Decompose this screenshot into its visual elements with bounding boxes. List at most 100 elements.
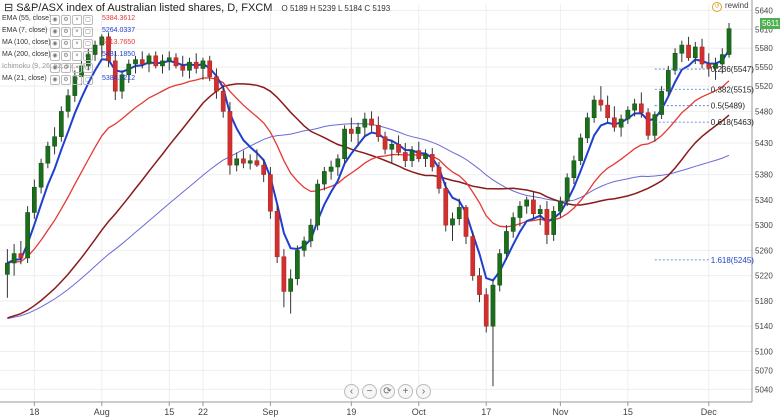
candle-up[interactable] bbox=[295, 250, 300, 280]
candle-up[interactable] bbox=[672, 53, 678, 71]
candle-up[interactable] bbox=[362, 118, 368, 128]
candle-down[interactable] bbox=[429, 154, 435, 168]
candle-up[interactable] bbox=[578, 137, 583, 161]
candle-up[interactable] bbox=[490, 284, 496, 327]
settings-icon[interactable]: ⚙ bbox=[61, 75, 71, 85]
rewind-button[interactable]: ↺ rewind bbox=[712, 1, 749, 12]
candle-up[interactable] bbox=[389, 143, 395, 150]
eye-icon[interactable]: ◉ bbox=[50, 51, 60, 61]
eye-icon[interactable]: ◉ bbox=[50, 63, 60, 73]
scroll-left-button[interactable]: ‹ bbox=[344, 384, 359, 399]
close-icon[interactable]: × bbox=[72, 39, 82, 49]
candle-up[interactable] bbox=[65, 95, 71, 112]
candle-down[interactable] bbox=[382, 136, 388, 150]
candle-up[interactable] bbox=[308, 224, 314, 242]
candle-up[interactable] bbox=[166, 57, 172, 62]
candle-down[interactable] bbox=[18, 253, 24, 259]
candle-up[interactable] bbox=[719, 54, 725, 65]
candle-down[interactable] bbox=[227, 111, 233, 166]
candle-up[interactable] bbox=[625, 109, 631, 120]
candle-up[interactable] bbox=[234, 158, 240, 166]
candle-up[interactable] bbox=[315, 183, 320, 226]
candle-up[interactable] bbox=[652, 114, 658, 136]
candle-down[interactable] bbox=[612, 117, 617, 128]
candle-up[interactable] bbox=[25, 212, 30, 259]
settings-icon[interactable]: ⚙ bbox=[61, 39, 71, 49]
lock-icon[interactable]: ▢ bbox=[83, 27, 93, 37]
indicator-row[interactable]: EMA (7, close) ◉ ⚙ × ▢ 5264.0337 bbox=[2, 25, 135, 37]
candle-down[interactable] bbox=[639, 103, 644, 113]
candle-down[interactable] bbox=[281, 256, 287, 292]
candle-up[interactable] bbox=[564, 177, 570, 202]
candle-down[interactable] bbox=[220, 90, 226, 112]
candle-up[interactable] bbox=[692, 46, 698, 58]
eye-icon[interactable]: ◉ bbox=[50, 75, 60, 85]
candle-up[interactable] bbox=[679, 44, 685, 54]
candle-up[interactable] bbox=[726, 28, 732, 55]
candle-down[interactable] bbox=[180, 65, 186, 71]
close-icon[interactable]: × bbox=[72, 27, 82, 37]
candle-down[interactable] bbox=[173, 57, 179, 67]
settings-icon[interactable]: ⚙ bbox=[61, 63, 71, 73]
candle-up[interactable] bbox=[301, 240, 307, 251]
reset-button[interactable]: ⟳ bbox=[380, 384, 395, 399]
candle-up[interactable] bbox=[52, 136, 57, 147]
candle-up[interactable] bbox=[537, 209, 543, 214]
settings-icon[interactable]: ⚙ bbox=[61, 51, 71, 61]
candle-up[interactable] bbox=[335, 158, 341, 168]
candle-down[interactable] bbox=[470, 236, 476, 276]
eye-icon[interactable]: ◉ bbox=[50, 39, 60, 49]
candle-up[interactable] bbox=[456, 207, 462, 220]
candle-up[interactable] bbox=[618, 118, 624, 128]
candle-up[interactable] bbox=[5, 262, 10, 275]
eye-icon[interactable]: ◉ bbox=[50, 15, 60, 25]
candle-up[interactable] bbox=[126, 63, 132, 76]
candle-up[interactable] bbox=[510, 217, 516, 232]
lock-icon[interactable]: ▢ bbox=[83, 75, 93, 85]
candle-up[interactable] bbox=[551, 210, 557, 235]
candle-down[interactable] bbox=[112, 60, 118, 92]
candle-down[interactable] bbox=[369, 118, 374, 126]
candle-down[interactable] bbox=[477, 275, 482, 295]
candle-down[interactable] bbox=[686, 44, 691, 58]
candle-up[interactable] bbox=[517, 205, 523, 218]
lock-icon[interactable]: ▢ bbox=[83, 39, 93, 49]
candle-up[interactable] bbox=[450, 218, 455, 226]
candle-down[interactable] bbox=[544, 209, 550, 235]
lock-icon[interactable]: ▢ bbox=[83, 15, 93, 25]
candle-up[interactable] bbox=[355, 126, 361, 134]
close-icon[interactable]: × bbox=[72, 63, 82, 73]
candle-up[interactable] bbox=[133, 59, 138, 65]
candle-down[interactable] bbox=[261, 164, 266, 175]
candle-up[interactable] bbox=[99, 36, 105, 46]
scroll-right-button[interactable]: › bbox=[416, 384, 431, 399]
candle-down[interactable] bbox=[402, 152, 408, 161]
candle-up[interactable] bbox=[247, 160, 253, 164]
close-icon[interactable]: × bbox=[72, 51, 82, 61]
eye-icon[interactable]: ◉ bbox=[50, 27, 60, 37]
indicator-row[interactable]: MA (200, close) ◉ ⚙ × ▢ 5431.1850 bbox=[2, 49, 135, 61]
candle-up[interactable] bbox=[160, 60, 165, 67]
candle-up[interactable] bbox=[409, 150, 415, 161]
candle-up[interactable] bbox=[571, 160, 577, 178]
candle-up[interactable] bbox=[558, 200, 563, 212]
candle-up[interactable] bbox=[585, 117, 590, 139]
candle-down[interactable] bbox=[645, 112, 651, 136]
candle-up[interactable] bbox=[187, 61, 192, 71]
candle-down[interactable] bbox=[531, 199, 536, 214]
candle-down[interactable] bbox=[254, 160, 260, 166]
candle-down[interactable] bbox=[605, 104, 610, 118]
candle-down[interactable] bbox=[598, 99, 604, 106]
settings-icon[interactable]: ⚙ bbox=[61, 27, 71, 37]
candle-up[interactable] bbox=[146, 55, 152, 65]
candle-up[interactable] bbox=[11, 253, 17, 264]
lock-icon[interactable]: ▢ bbox=[83, 51, 93, 61]
zoom-out-button[interactable]: − bbox=[362, 384, 377, 399]
candle-up[interactable] bbox=[591, 99, 597, 118]
candle-up[interactable] bbox=[58, 111, 64, 137]
candle-up[interactable] bbox=[38, 162, 44, 188]
candle-up[interactable] bbox=[497, 253, 503, 286]
indicator-row[interactable]: Ichimoku (9, 26, 52, 52, ...)◉ ⚙ × ▢ bbox=[2, 61, 135, 73]
indicator-row[interactable]: EMA (55, close)◉ ⚙ × ▢ 5384.3612 bbox=[2, 13, 135, 25]
lock-icon[interactable]: ▢ bbox=[83, 63, 93, 73]
